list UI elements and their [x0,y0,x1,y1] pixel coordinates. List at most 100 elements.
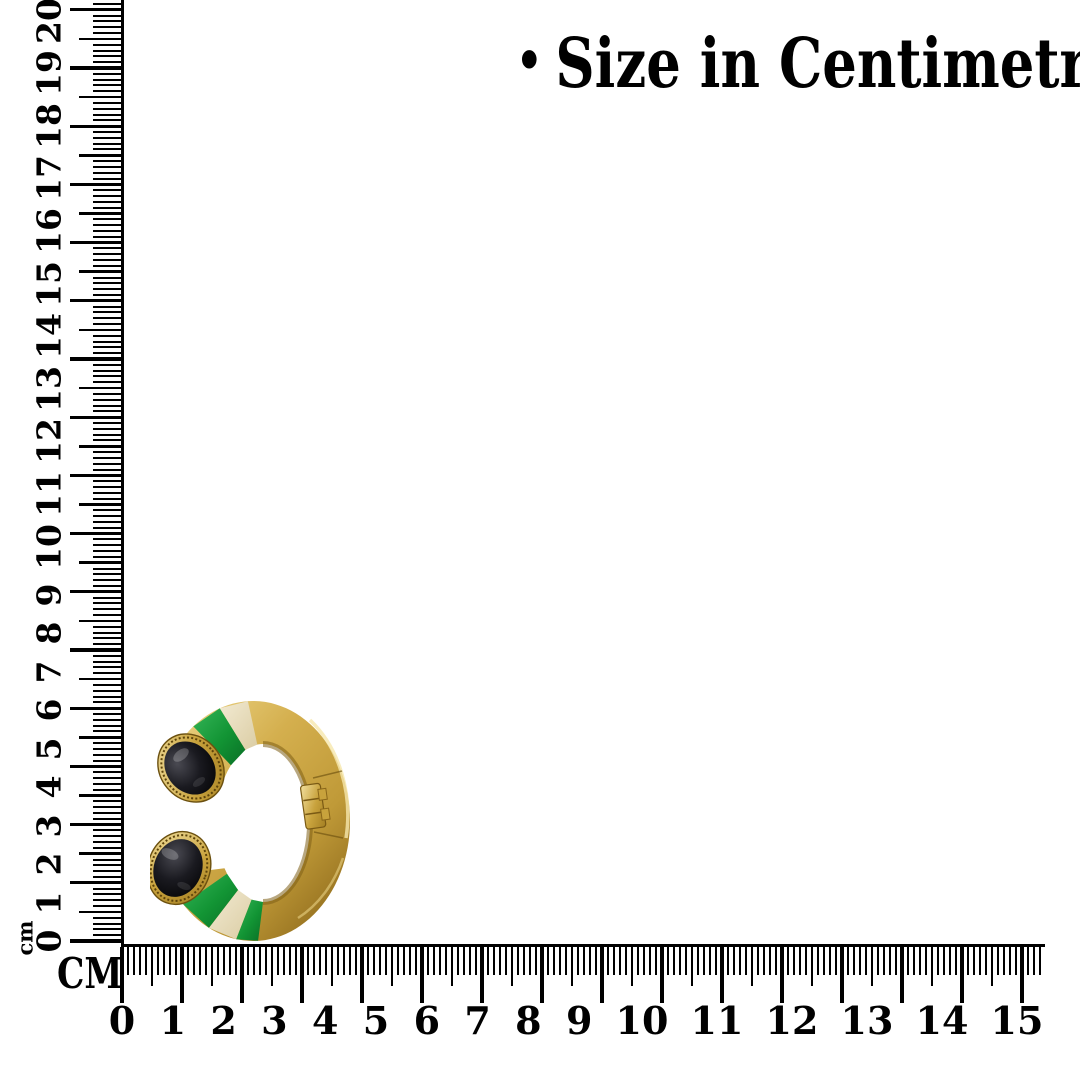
v-tick [93,753,122,756]
h-tick [522,946,526,975]
enamel-cream-bottom [209,890,252,940]
v-tick [93,864,122,867]
h-tick [636,946,640,975]
v-tick [93,49,122,52]
h-tick [762,946,766,975]
h-tick [924,946,928,975]
enamel-green-bottom [183,873,239,928]
horizontal-ruler-number: 8 [515,998,542,1043]
h-tick [162,946,166,975]
h-tick [912,946,916,975]
v-tick [93,689,122,692]
h-tick [960,946,964,1003]
h-tick [330,946,334,986]
h-tick [396,946,400,975]
v-tick [93,654,122,657]
v-tick [79,328,122,332]
h-tick [426,946,430,975]
h-tick [132,946,136,975]
h-tick [408,946,412,975]
v-tick [70,357,122,361]
h-tick [696,946,700,975]
v-tick [79,212,122,215]
v-tick [93,718,122,721]
v-tick [93,253,122,256]
v-tick [93,293,122,296]
h-tick [324,946,328,975]
h-tick [888,946,892,975]
v-tick [93,742,122,745]
vertical-ruler-number: 3 [29,814,69,837]
h-tick [804,946,808,975]
h-tick [978,946,982,975]
h-tick [456,946,460,975]
h-tick [336,946,340,975]
v-tick [79,910,122,914]
h-tick [732,946,736,975]
v-tick [70,415,122,419]
v-tick [93,846,122,849]
v-tick [93,602,122,605]
v-tick [93,870,122,873]
h-tick [984,946,988,975]
v-tick [93,381,122,384]
h-tick [1014,946,1018,975]
v-tick [93,131,122,134]
h-tick [246,946,250,975]
v-tick [70,182,122,187]
vertical-ruler-number: 19 [29,50,69,97]
h-tick [648,946,652,975]
h-tick [624,946,628,975]
v-tick [93,195,122,198]
h-tick [708,946,712,975]
h-tick [876,946,880,975]
v-tick [70,240,122,245]
v-tick [93,72,122,75]
h-tick [348,946,352,975]
h-tick [936,946,940,975]
v-tick [93,835,122,838]
v-tick [93,101,122,104]
v-tick [93,288,122,291]
h-tick [240,946,244,1003]
vertical-ruler-number: 7 [29,660,69,683]
v-tick [93,55,122,58]
vertical-ruler-number: 5 [29,737,69,760]
h-tick [498,946,502,975]
v-tick [79,677,122,681]
h-tick [840,946,844,1003]
h-tick [444,946,448,975]
h-tick [378,946,382,975]
v-tick [93,165,122,168]
v-tick [93,491,122,494]
v-tick [93,596,122,599]
h-tick [180,946,184,1003]
h-tick [726,946,730,975]
h-tick [852,946,856,975]
h-tick [168,946,172,975]
h-tick [156,946,160,975]
h-tick [906,946,910,975]
vertical-ruler-number: 8 [29,621,69,645]
h-tick [918,946,922,975]
v-tick [93,625,122,628]
h-tick [258,946,262,975]
v-tick [93,887,122,890]
h-tick [264,946,268,975]
v-tick [93,544,122,547]
v-tick [93,567,122,570]
v-tick [93,160,122,163]
h-tick [414,946,418,975]
v-tick [79,736,122,739]
v-tick [70,8,122,12]
v-tick [93,43,122,46]
v-tick [93,922,122,925]
h-tick [528,946,532,975]
top-stone-gem [164,741,216,795]
v-tick [93,934,122,937]
h-tick [120,946,124,1003]
h-tick [420,946,424,1003]
v-tick [93,398,122,401]
v-tick [93,276,122,279]
v-tick [93,136,122,139]
